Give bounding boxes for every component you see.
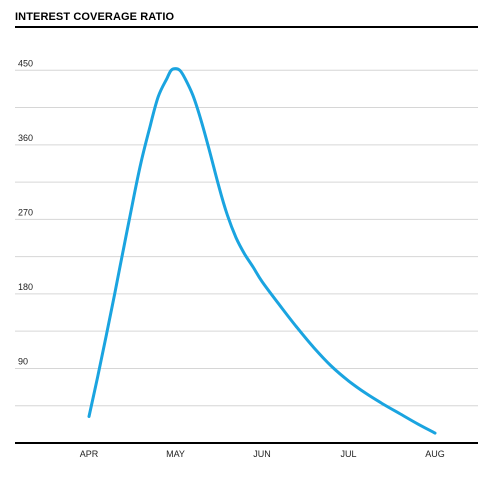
y-tick-label: 450 xyxy=(18,58,33,68)
series-line xyxy=(87,67,437,435)
x-axis-ticks: APR MAY JUN JUL AUG xyxy=(80,449,445,459)
x-tick-label: APR xyxy=(80,449,99,459)
x-tick-label: JUN xyxy=(253,449,271,459)
x-tick-label: AUG xyxy=(425,449,445,459)
title-rule xyxy=(15,26,478,28)
chart-title: INTEREST COVERAGE RATIO xyxy=(15,11,175,23)
x-tick-label: JUL xyxy=(340,449,356,459)
y-tick-label: 270 xyxy=(18,207,33,217)
x-tick-label: MAY xyxy=(166,449,185,459)
y-tick-label: 180 xyxy=(18,282,33,292)
y-tick-label: 360 xyxy=(18,133,33,143)
gridlines xyxy=(15,69,478,407)
y-tick-label: 90 xyxy=(18,356,28,366)
y-axis-ticks: 90 180 270 360 450 xyxy=(18,58,33,366)
